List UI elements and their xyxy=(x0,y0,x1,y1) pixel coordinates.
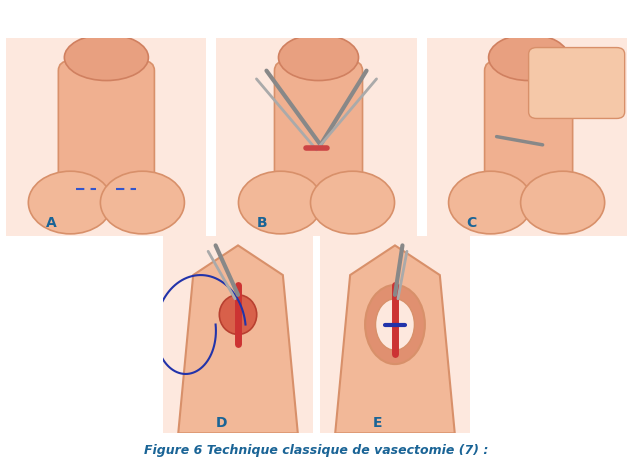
Circle shape xyxy=(375,299,415,350)
Ellipse shape xyxy=(520,171,605,234)
FancyBboxPatch shape xyxy=(58,61,154,187)
Ellipse shape xyxy=(101,171,184,234)
Ellipse shape xyxy=(279,34,358,81)
Text: A: A xyxy=(46,216,57,230)
Ellipse shape xyxy=(311,171,394,234)
Text: B: B xyxy=(256,216,267,230)
FancyBboxPatch shape xyxy=(529,48,625,119)
Ellipse shape xyxy=(65,34,148,81)
FancyBboxPatch shape xyxy=(485,61,573,187)
Polygon shape xyxy=(179,245,298,433)
Text: E: E xyxy=(373,416,382,430)
Circle shape xyxy=(365,285,425,364)
Text: D: D xyxy=(216,416,227,430)
Ellipse shape xyxy=(489,34,568,81)
Text: C: C xyxy=(467,216,477,230)
Ellipse shape xyxy=(220,295,257,334)
Ellipse shape xyxy=(449,171,532,234)
Ellipse shape xyxy=(239,171,322,234)
Text: Figure 6 Technique classique de vasectomie (7) :: Figure 6 Technique classique de vasectom… xyxy=(144,444,489,457)
FancyBboxPatch shape xyxy=(275,61,363,187)
Polygon shape xyxy=(335,245,454,433)
Ellipse shape xyxy=(28,171,113,234)
